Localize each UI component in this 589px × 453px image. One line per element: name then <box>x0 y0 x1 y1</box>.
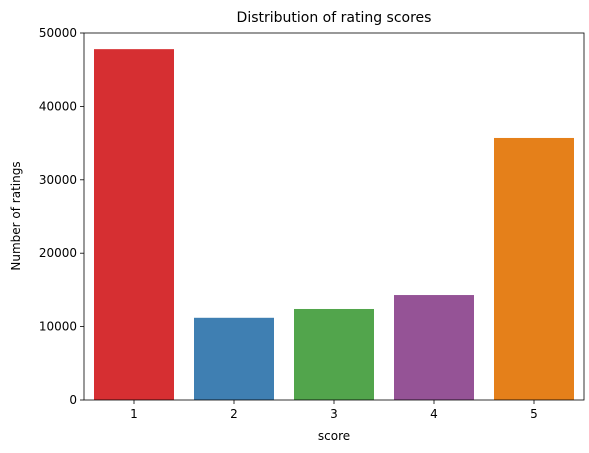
x-tick-label: 5 <box>530 407 538 421</box>
bar-score-5 <box>494 137 574 400</box>
x-axis: 1 2 3 4 5 <box>130 400 538 421</box>
y-tick-label: 40000 <box>39 99 77 113</box>
x-axis-label: score <box>318 429 350 443</box>
x-tick-label: 2 <box>230 407 238 421</box>
bars-group <box>94 49 574 401</box>
y-tick-label: 20000 <box>39 246 77 260</box>
bar-score-3 <box>294 308 374 400</box>
bar-score-2 <box>194 317 274 400</box>
bar-score-1 <box>94 49 174 401</box>
y-tick-label: 30000 <box>39 173 77 187</box>
x-tick-label: 4 <box>430 407 438 421</box>
y-tick-label: 0 <box>69 393 77 407</box>
plot-frame <box>83 32 585 401</box>
bar-score-4 <box>394 295 474 400</box>
x-tick-label: 1 <box>130 407 138 421</box>
x-tick-label: 3 <box>330 407 338 421</box>
y-axis-label: Number of ratings <box>9 161 23 270</box>
y-tick-label: 10000 <box>39 320 77 334</box>
y-tick-label: 50000 <box>39 26 77 40</box>
chart-title: Distribution of rating scores <box>237 10 432 26</box>
y-axis: 0 10000 20000 30000 40000 50000 <box>39 26 84 407</box>
